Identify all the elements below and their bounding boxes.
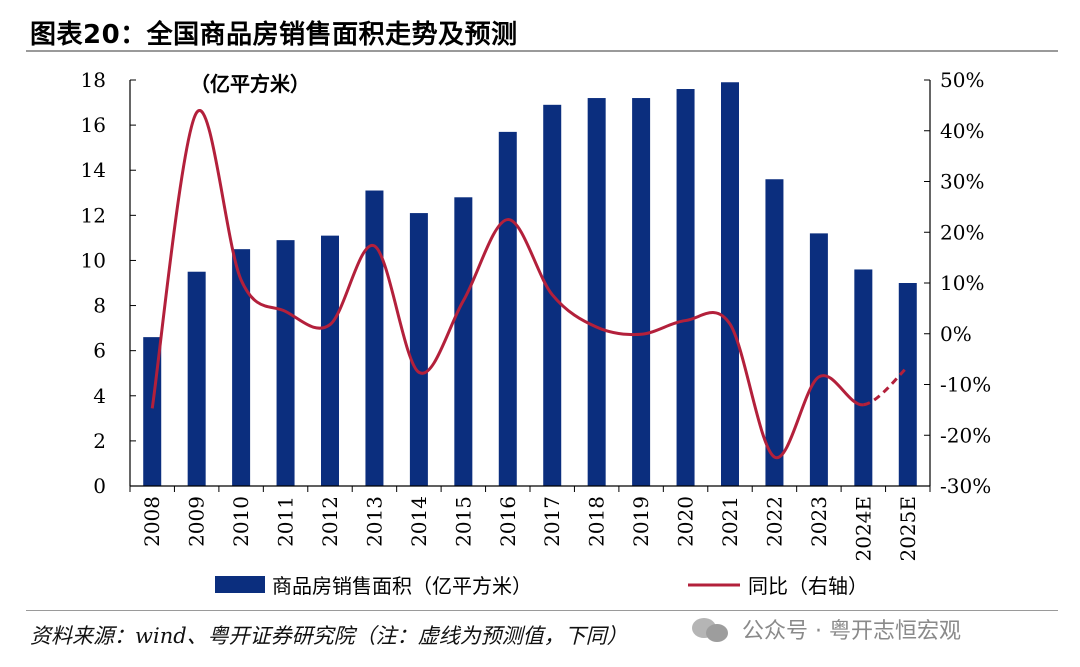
x-tick-label: 2008 <box>140 496 164 547</box>
x-tick-label: 2017 <box>540 496 564 547</box>
y-left-tick-label: 16 <box>81 113 106 137</box>
title-divider <box>26 50 1058 52</box>
x-tick-label: 2014 <box>407 496 431 547</box>
y-right-tick-label: 30% <box>940 170 984 194</box>
y-left-tick-label: 0 <box>93 474 106 498</box>
x-tick-label: 2010 <box>229 496 253 547</box>
bar-2018 <box>587 98 606 487</box>
y-left-tick-label: 4 <box>93 384 106 408</box>
x-tick-label: 2015 <box>451 496 475 547</box>
bar-2021 <box>721 82 739 486</box>
x-tick-label: 2012 <box>318 496 342 547</box>
bar-2009 <box>187 271 206 486</box>
y-left-tick-label: 14 <box>81 158 106 182</box>
yoy-line-forecast <box>862 365 909 407</box>
x-tick-label: 2022 <box>762 496 786 547</box>
y-right-tick-label: -30% <box>940 474 991 498</box>
y-left-tick-label: 8 <box>93 294 106 318</box>
x-tick-label: 2020 <box>674 496 698 547</box>
x-tick-label: 2013 <box>362 496 386 547</box>
legend-label-bar: 商品房销售面积（亿平方米） <box>272 574 532 598</box>
bar-2012 <box>321 235 339 486</box>
bar-2022 <box>765 179 784 486</box>
y-left-tick-label: 10 <box>81 248 106 272</box>
y-right-tick-label: 20% <box>940 220 984 244</box>
y-left-tick-label: 2 <box>93 429 106 453</box>
footer-divider <box>26 610 1058 611</box>
bar-2023 <box>809 233 828 486</box>
y-right-tick-label: -20% <box>940 423 991 447</box>
wechat-icon <box>690 614 734 644</box>
yoy-line-actual <box>150 108 864 459</box>
x-tick-label: 2019 <box>629 496 653 547</box>
y-left-tick-label: 18 <box>81 68 106 92</box>
chart-title: 图表20：全国商品房销售面积走势及预测 <box>30 20 518 50</box>
bar-2025E <box>898 283 917 486</box>
x-tick-label: 2024E <box>851 496 875 562</box>
watermark: 公众号 · 粤开志恒宏观 <box>690 612 961 646</box>
bar-2013 <box>365 190 384 486</box>
bar-2015 <box>454 197 473 487</box>
y-left-unit-label: （亿平方米） <box>190 72 310 96</box>
y-right-tick-label: 10% <box>940 271 984 295</box>
x-tick-label: 2023 <box>807 496 831 547</box>
bar-2014 <box>409 213 428 487</box>
x-tick-label: 2011 <box>274 496 298 547</box>
x-tick-label: 2018 <box>585 496 609 547</box>
bar-2020 <box>676 89 695 487</box>
legend-label-line: 同比（右轴） <box>748 574 868 598</box>
x-tick-label: 2025E <box>896 496 920 562</box>
bar-2016 <box>498 131 517 486</box>
x-tick-label: 2009 <box>185 496 209 547</box>
bar-2010 <box>232 249 251 486</box>
x-tick-label: 2016 <box>496 496 520 547</box>
bar-2011 <box>276 240 295 486</box>
bar-2019 <box>632 98 651 487</box>
y-left-tick-label: 12 <box>81 203 106 227</box>
y-right-tick-label: -10% <box>940 373 991 397</box>
y-right-tick-label: 0% <box>940 322 972 346</box>
x-tick-label: 2021 <box>718 496 742 547</box>
y-left-tick-label: 6 <box>93 339 106 363</box>
y-right-tick-label: 40% <box>940 119 984 143</box>
watermark-text: 公众号 · 粤开志恒宏观 <box>742 619 961 644</box>
y-right-tick-label: 50% <box>940 68 984 92</box>
bar-2024E <box>854 269 873 486</box>
legend-swatch-bar <box>215 576 265 593</box>
source-note: 资料来源：wind、粤开证券研究院（注：虚线为预测值，下同） <box>30 624 628 648</box>
